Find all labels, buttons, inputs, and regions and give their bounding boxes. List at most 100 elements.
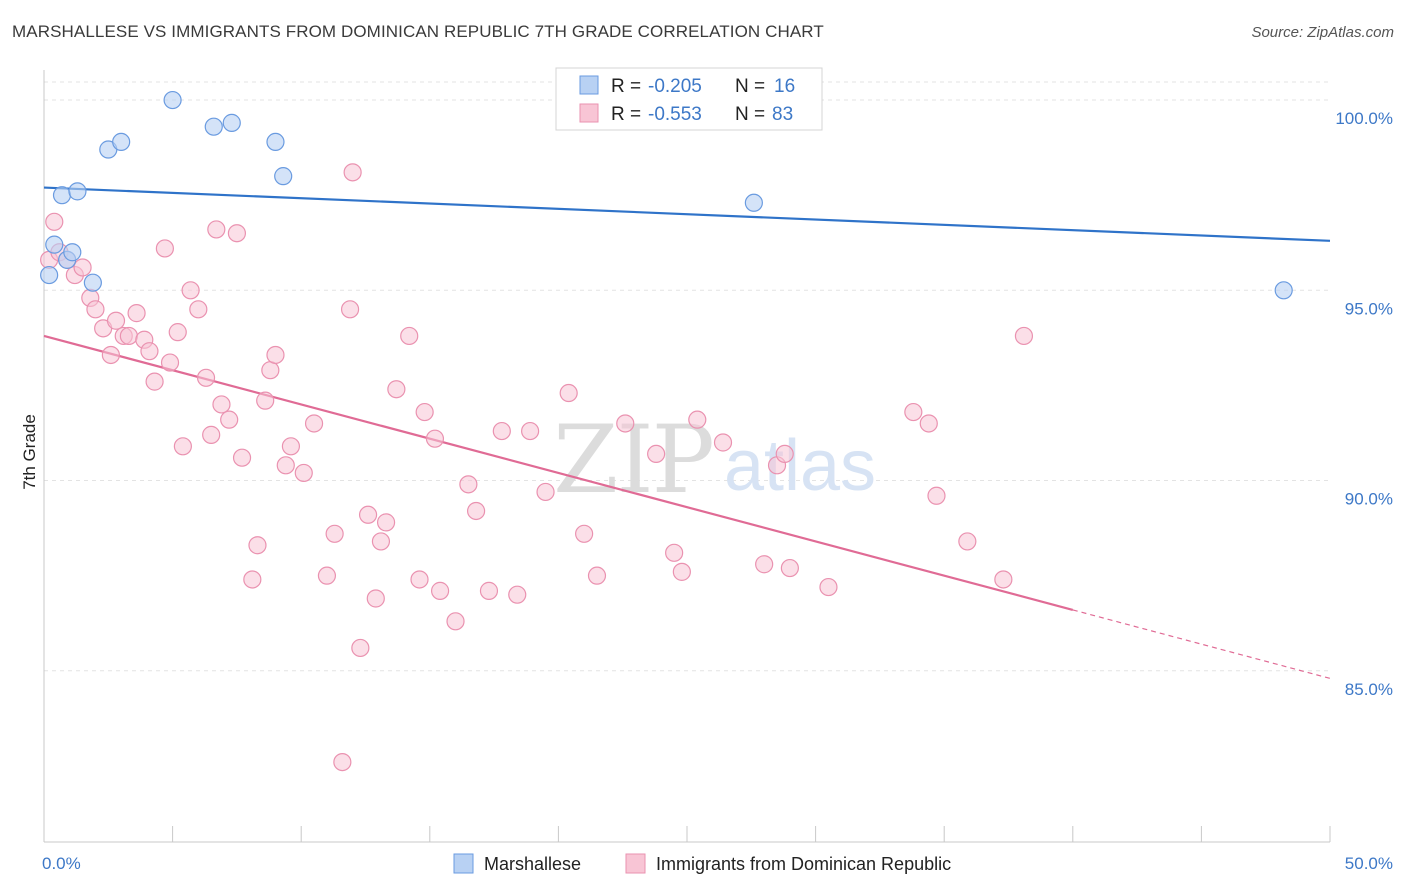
data-point-dominican	[256, 391, 275, 410]
data-point-dominican	[232, 448, 252, 467]
data-point-dominican	[521, 421, 540, 441]
series-dominican-points	[40, 163, 1034, 772]
data-point-dominican	[202, 425, 221, 444]
data-point-dominican	[196, 368, 216, 387]
legend-r-label-2: R =	[611, 104, 641, 125]
bottom-legend-dominican: Immigrants from Dominican Republic	[656, 854, 951, 874]
data-point-dominican	[387, 380, 406, 399]
bottom-legend-swatch-dominican	[625, 853, 646, 874]
data-point-dominican	[173, 437, 192, 456]
y-tick-labels: 85.0% 90.0% 95.0% 100.0%	[1335, 109, 1393, 699]
trend-line-marshallese	[43, 186, 1331, 242]
data-point-dominican	[220, 410, 239, 429]
y-tick-label-90: 90.0%	[1345, 490, 1393, 509]
data-point-dominican	[106, 311, 126, 330]
series-marshallese-points	[40, 90, 1293, 300]
data-point-dominican	[266, 345, 285, 365]
data-point-marshallese	[204, 117, 223, 136]
data-point-dominican	[119, 326, 138, 346]
data-point-marshallese	[222, 113, 241, 132]
data-point-dominican	[775, 444, 794, 464]
watermark: ZIP atlas	[553, 406, 876, 515]
data-point-dominican	[425, 429, 445, 448]
data-point-dominican	[536, 482, 555, 502]
data-point-dominican	[227, 224, 246, 243]
data-point-dominican	[212, 395, 231, 414]
data-point-dominican	[366, 589, 385, 608]
data-point-dominican	[317, 566, 337, 585]
trend-line-dominican-extension	[1072, 609, 1331, 679]
data-point-dominican	[559, 383, 578, 403]
data-point-dominican	[919, 414, 938, 433]
data-point-dominican	[508, 585, 527, 604]
data-point-marshallese	[40, 265, 59, 285]
data-point-dominican	[755, 555, 774, 574]
data-point-dominican	[145, 372, 164, 391]
data-point-dominican	[73, 258, 92, 277]
data-point-dominican	[243, 570, 262, 589]
data-point-dominican	[351, 638, 370, 658]
data-point-dominican	[207, 220, 226, 239]
data-point-dominican	[45, 212, 64, 231]
y-axis-label: 7th Grade	[20, 414, 39, 490]
data-point-marshallese	[274, 167, 293, 186]
data-point-dominican	[1014, 326, 1034, 346]
legend-n-label-1: N =	[735, 76, 765, 97]
data-point-dominican	[713, 433, 733, 452]
data-point-marshallese	[83, 273, 102, 292]
axes	[43, 70, 1331, 843]
data-point-dominican	[688, 410, 707, 429]
data-point-dominican	[780, 558, 799, 578]
legend-r-label-1: R =	[611, 76, 641, 97]
legend-r-value-2: -0.553	[648, 104, 702, 125]
data-point-marshallese	[163, 90, 182, 110]
data-point-dominican	[140, 342, 159, 361]
x-tick-min: 0.0%	[42, 854, 81, 873]
data-point-dominican	[616, 414, 635, 433]
legend-n-value-2: 83	[772, 104, 793, 125]
legend-swatch-dominican	[579, 103, 599, 123]
y-tick-label-85: 85.0%	[1345, 680, 1393, 699]
data-point-dominican	[325, 524, 344, 543]
data-point-dominican	[410, 570, 429, 589]
data-point-dominican	[376, 513, 396, 532]
legend-swatch-marshallese	[579, 75, 599, 95]
data-point-dominican	[181, 281, 200, 300]
data-point-dominican	[466, 501, 486, 521]
data-point-dominican	[904, 402, 923, 422]
data-point-marshallese	[63, 243, 82, 262]
bottom-legend-swatch-marshallese	[453, 853, 474, 874]
data-point-dominican	[343, 163, 362, 182]
data-point-marshallese	[52, 186, 72, 205]
data-point-dominican	[333, 752, 352, 772]
source-label: Source: ZipAtlas.com	[1251, 24, 1394, 41]
data-point-dominican	[459, 475, 478, 494]
data-point-dominican	[927, 486, 946, 505]
data-point-dominican	[294, 463, 313, 483]
data-point-dominican	[446, 612, 465, 631]
data-point-dominican	[587, 566, 607, 585]
chart-title: MARSHALLESE VS IMMIGRANTS FROM DOMINICAN…	[12, 22, 824, 41]
legend-n-value-1: 16	[774, 76, 795, 97]
bottom-legend: Marshallese Immigrants from Dominican Re…	[453, 853, 951, 874]
trend-lines	[43, 186, 1331, 679]
legend-r-value-1: -0.205	[648, 76, 702, 97]
y-tick-label-100: 100.0%	[1335, 109, 1393, 128]
data-point-dominican	[86, 300, 105, 319]
data-point-dominican	[248, 536, 267, 555]
data-point-dominican	[479, 581, 499, 600]
data-point-dominican	[160, 353, 180, 372]
data-point-dominican	[276, 456, 295, 475]
trend-line-dominican	[43, 334, 1074, 611]
bottom-legend-marshallese: Marshallese	[484, 854, 581, 874]
data-point-dominican	[672, 562, 691, 581]
data-point-dominican	[819, 577, 838, 597]
data-point-dominican	[371, 532, 391, 551]
data-point-dominican	[415, 402, 434, 422]
data-point-dominican	[281, 437, 301, 456]
data-point-dominican	[189, 300, 208, 319]
data-point-dominican	[168, 323, 187, 342]
data-point-dominican	[101, 345, 120, 365]
data-point-dominican	[358, 505, 378, 524]
